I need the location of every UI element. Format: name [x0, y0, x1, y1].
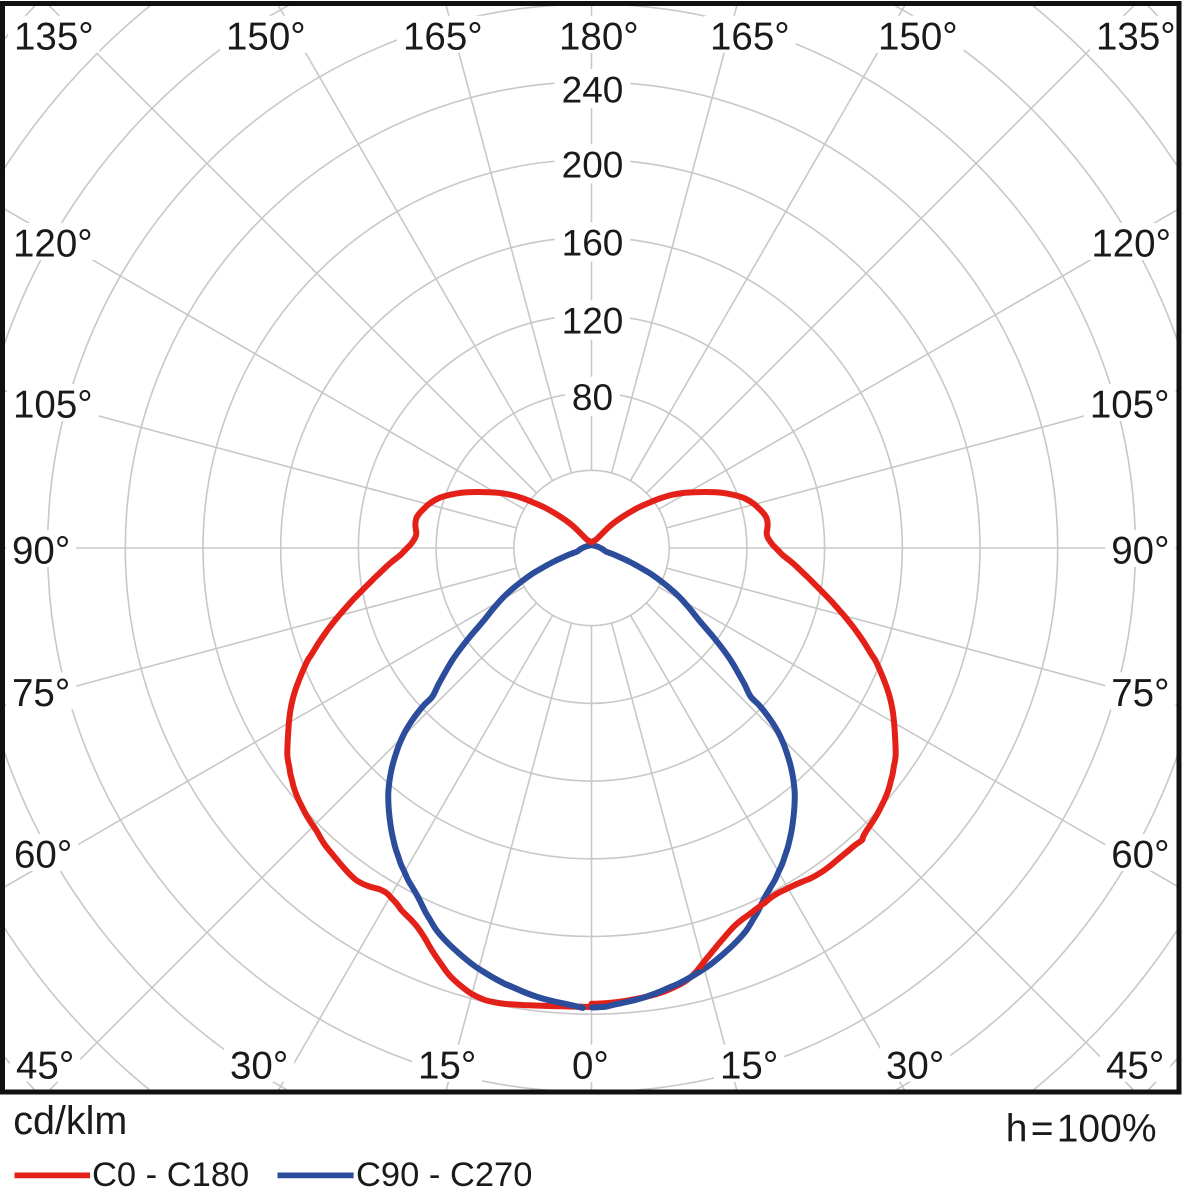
svg-text:15°: 15°: [418, 1044, 476, 1087]
svg-text:105°: 105°: [13, 384, 93, 427]
svg-text:15°: 15°: [720, 1044, 778, 1087]
svg-text:30°: 30°: [230, 1044, 288, 1087]
svg-text:90°: 90°: [12, 530, 70, 573]
svg-text:150°: 150°: [878, 15, 958, 58]
svg-text:165°: 165°: [403, 15, 483, 58]
svg-text:165°: 165°: [710, 15, 790, 58]
svg-text:75°: 75°: [12, 672, 70, 715]
svg-text:120°: 120°: [1091, 223, 1171, 266]
svg-text:0°: 0°: [572, 1044, 609, 1087]
svg-text:45°: 45°: [16, 1044, 74, 1087]
svg-text:75°: 75°: [1111, 672, 1169, 715]
svg-text:80: 80: [572, 377, 613, 418]
svg-text:45°: 45°: [1106, 1044, 1164, 1087]
svg-text:120°: 120°: [13, 223, 93, 266]
svg-text:60°: 60°: [14, 834, 72, 877]
svg-text:105°: 105°: [1090, 384, 1170, 427]
svg-text:160: 160: [562, 223, 624, 264]
svg-text:C0 - C180: C0 - C180: [92, 1156, 249, 1194]
svg-text:h = 100%: h = 100%: [1006, 1107, 1157, 1150]
svg-text:cd/klm: cd/klm: [13, 1099, 127, 1143]
svg-text:135°: 135°: [1096, 15, 1176, 58]
svg-text:90°: 90°: [1111, 530, 1169, 573]
svg-text:60°: 60°: [1111, 834, 1169, 877]
svg-text:C90 - C270: C90 - C270: [356, 1156, 532, 1194]
svg-text:30°: 30°: [886, 1044, 944, 1087]
svg-text:135°: 135°: [14, 15, 94, 58]
svg-text:150°: 150°: [226, 15, 306, 58]
svg-text:240: 240: [562, 69, 624, 110]
svg-text:120: 120: [562, 301, 624, 342]
svg-text:200: 200: [562, 144, 624, 185]
svg-text:180°: 180°: [559, 15, 639, 58]
